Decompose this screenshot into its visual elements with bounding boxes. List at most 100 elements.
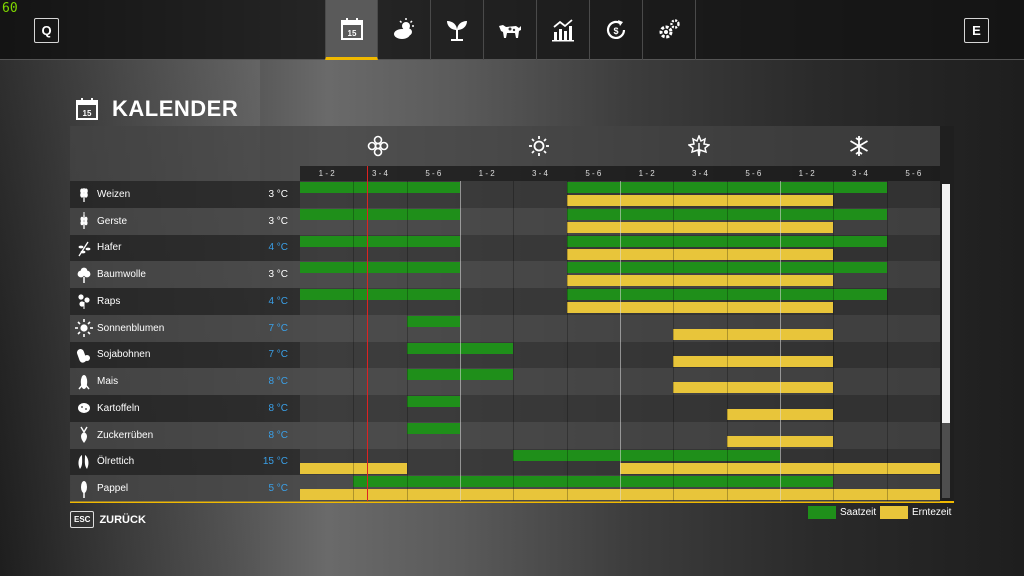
cotton-icon (75, 266, 93, 284)
harvest-bar (566, 248, 834, 260)
calendar-icon: 15 (340, 17, 363, 40)
harvest-bar (566, 275, 834, 287)
harvest-bar (566, 195, 834, 206)
tab-calendar[interactable]: 15 (325, 0, 378, 60)
tab-animals[interactable] (484, 0, 537, 60)
esc-key-hint: ESC (70, 511, 95, 528)
crop-min-temp: 3 °C (268, 188, 288, 200)
sow-bar (353, 476, 834, 488)
crop-label: Zuckerrüben 8 °C (70, 421, 300, 449)
calendar-day-text: 15 (347, 29, 356, 38)
crop-row: Baumwolle 3 °C (70, 261, 940, 288)
legend-sow: Saatzeit (808, 506, 876, 519)
month-header: 1 - 2 3 - 4 5 - 6 1 - 2 3 - 4 5 - 6 1 - 2 3 - 4… (300, 166, 940, 181)
harvest-swatch (880, 506, 908, 519)
tab-weather[interactable] (378, 0, 431, 60)
sow-legend-label: Saatzeit (840, 507, 877, 518)
scrollbar-track[interactable] (942, 184, 950, 498)
crop-label: Gerste 3 °C (70, 207, 300, 235)
canola-icon (75, 292, 93, 310)
column-divider (353, 181, 355, 501)
sun-icon (529, 136, 549, 156)
month-label: 1 - 2 (478, 169, 495, 178)
crop-name: Raps (97, 295, 121, 307)
crop-name: Gerste (97, 215, 128, 227)
crop-min-temp: 4 °C (268, 295, 288, 307)
month-label: 1 - 2 (798, 169, 815, 178)
oat-icon (75, 239, 93, 257)
crop-name: Zuckerrüben (97, 429, 154, 441)
legend-harvest: Erntezeit (880, 506, 951, 519)
month-label: 3 - 4 (531, 169, 548, 178)
sunflower-icon (75, 319, 93, 338)
crop-name: Mais (97, 376, 119, 388)
sugarbeet-icon (75, 426, 93, 444)
sow-bar (566, 182, 887, 193)
crop-label: Raps 4 °C (70, 288, 300, 315)
calendar-icon: 15 (76, 98, 98, 120)
sow-bar (406, 396, 460, 407)
back-button[interactable]: ESC ZURÜCK (70, 511, 146, 528)
crop-row: Zuckerrüben 8 °C (70, 421, 940, 449)
crop-name: Baumwolle (97, 269, 146, 281)
harvest-bar (673, 382, 834, 394)
tab-statistics[interactable] (537, 0, 590, 60)
month-label: 1 - 2 (638, 169, 655, 178)
harvest-bar (726, 409, 834, 420)
scrollbar-thumb[interactable] (942, 184, 950, 423)
column-divider (406, 181, 408, 501)
column-divider (673, 181, 675, 501)
crop-name: Pappel (97, 483, 129, 495)
crop-row: Raps 4 °C (70, 288, 940, 315)
sow-bar (300, 262, 460, 274)
month-label: 5 - 6 (585, 169, 602, 178)
crop-min-temp: 7 °C (268, 349, 288, 361)
crop-min-temp: 7 °C (268, 322, 288, 334)
column-divider (780, 181, 781, 501)
tab-crops[interactable] (431, 0, 484, 60)
title-day-text: 15 (83, 109, 92, 118)
tab-settings[interactable] (643, 0, 696, 60)
month-label: 3 - 4 (691, 169, 708, 178)
tab-finances[interactable]: $ (590, 0, 643, 60)
fps-counter: 60 (2, 1, 18, 16)
crop-min-temp: 3 °C (268, 269, 288, 281)
radish-icon (75, 453, 93, 471)
nav-tabs: 15 (325, 0, 696, 60)
column-divider (620, 181, 621, 501)
next-page-button[interactable]: E (964, 18, 989, 43)
soybean-icon (75, 346, 93, 364)
sow-bar (300, 289, 460, 300)
chart-icon (552, 19, 574, 42)
finance-icon: $ (606, 20, 626, 39)
month-label: 3 - 4 (371, 169, 388, 178)
crop-label: Hafer 4 °C (70, 234, 300, 262)
column-divider (886, 181, 888, 501)
gear-icon (659, 19, 680, 39)
top-nav-bar: 60 Q 15 (0, 0, 1024, 60)
crop-row: Sonnenblumen 7 °C (70, 314, 940, 342)
back-label: ZURÜCK (99, 513, 146, 526)
crop-row: Sojabohnen 7 °C (70, 341, 940, 369)
crop-row: Pappel 5 °C (70, 475, 940, 502)
crop-label: Ölrettich 15 °C (70, 448, 300, 476)
plant-icon (447, 21, 467, 41)
prev-page-button[interactable]: Q (34, 18, 59, 43)
sow-bar (300, 182, 460, 193)
svg-text:$: $ (613, 26, 618, 36)
crop-name: Weizen (97, 188, 131, 200)
harvest-bar (300, 462, 407, 474)
crop-min-temp: 8 °C (268, 376, 288, 388)
sow-bar (513, 449, 780, 461)
crop-row: Gerste 3 °C (70, 207, 940, 235)
harvest-bar (726, 435, 834, 447)
crop-row: Kartoffeln 8 °C (70, 395, 940, 422)
sow-bar (566, 235, 887, 247)
crop-row: Hafer 4 °C (70, 234, 940, 262)
crop-label: Kartoffeln 8 °C (70, 395, 300, 422)
column-divider (726, 181, 728, 501)
crop-min-temp: 15 °C (262, 456, 288, 468)
crop-min-temp: 3 °C (268, 215, 288, 227)
season-header (300, 126, 940, 166)
crop-min-temp: 4 °C (268, 242, 288, 254)
